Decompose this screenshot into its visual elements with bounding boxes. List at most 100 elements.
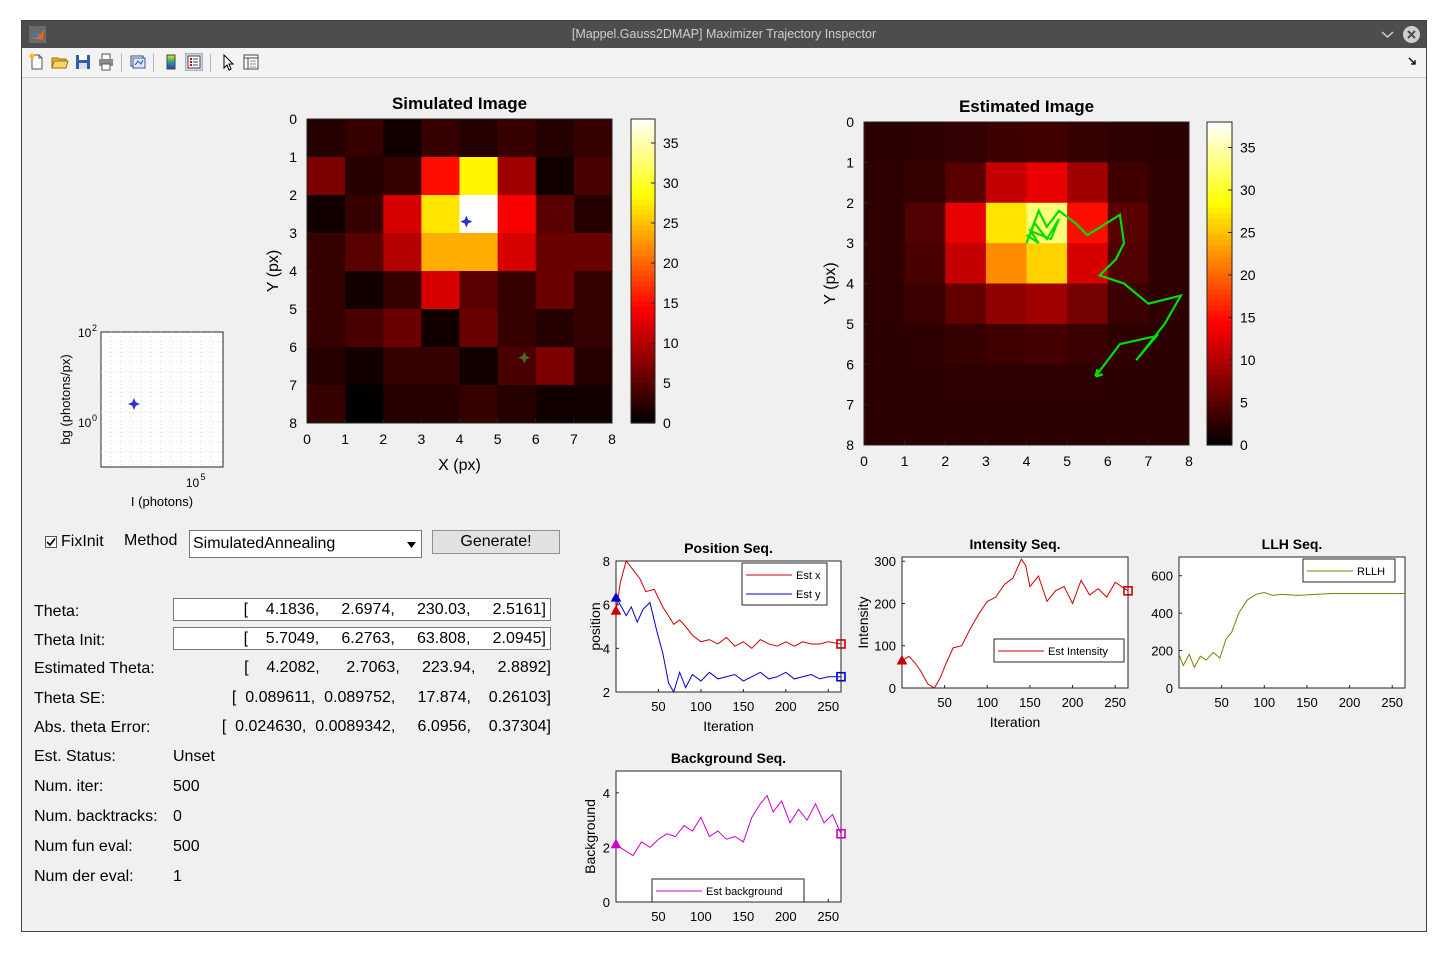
series-line (615, 794, 842, 857)
y-tick-label: 600 (1151, 569, 1173, 584)
trajectory-line (1025, 208, 1184, 378)
colorbar-tick-label: 5 (1240, 395, 1248, 411)
open-folder-icon[interactable] (51, 53, 69, 71)
x-tick-label: 4 (1023, 453, 1031, 469)
colorbar-tick-label: 10 (663, 335, 679, 351)
colorbar-segment (631, 311, 655, 318)
heatmap-cell (383, 233, 422, 272)
colorbar-segment (631, 144, 655, 150)
collapse-chevron-icon[interactable] (1378, 25, 1397, 44)
colorbar-segment (631, 250, 655, 257)
colorbar-segment (1207, 165, 1232, 172)
colorbar-segment (1207, 224, 1232, 231)
heatmap-cell (1107, 364, 1149, 406)
colorbar-segment (631, 149, 655, 156)
colorbar-tick-label: 5 (663, 375, 671, 391)
x-axis-label: Iteration (703, 718, 754, 734)
heatmap-cell (945, 364, 987, 406)
new-file-icon[interactable] (28, 53, 46, 71)
y-tick-label: 6 (846, 356, 854, 372)
y-tick-label: 1 (289, 149, 297, 165)
colorbar-segment (1207, 191, 1232, 198)
heatmap-cell (985, 202, 1027, 244)
heatmap-cell (535, 157, 575, 196)
llh-seq-group: LLH Seq. 50 100 150 200 250 0 200 400 600 RLLH (1151, 536, 1406, 710)
x-tick-label: 150 (733, 909, 755, 924)
chart-title: Intensity Seq. (969, 536, 1060, 552)
legend-icon[interactable] (185, 53, 203, 71)
marker-point (460, 215, 473, 228)
param-value-field[interactable]: [ 4.1836, 2.6974, 230.03, 2.5161] (173, 598, 551, 621)
param-value-field[interactable]: [ 5.7049, 6.2763, 63.808, 2.0945] (173, 627, 551, 650)
x-tick-label: 250 (1104, 695, 1126, 710)
method-select[interactable]: SimulatedAnnealing (189, 530, 422, 558)
heatmap-cell (383, 195, 422, 234)
colorbar-segment (1207, 175, 1232, 182)
heatmap-cell (345, 195, 384, 234)
print-icon[interactable] (97, 53, 115, 71)
generate-button[interactable]: Generate! (432, 530, 560, 554)
colorbar-icon[interactable] (162, 53, 180, 71)
colorbar-tick-label: 35 (663, 135, 679, 151)
start-marker (610, 605, 622, 615)
dropdown-arrow-icon (407, 542, 416, 548)
property-inspector-icon[interactable] (242, 53, 260, 71)
fixinit-label[interactable]: FixInit (61, 533, 104, 550)
pointer-icon[interactable] (219, 53, 237, 71)
colorbar-segment (631, 134, 655, 140)
heatmap-cell (421, 385, 460, 424)
heatmap-cell (945, 404, 987, 446)
colorbar-segment (631, 331, 655, 338)
colorbar-segment (1207, 186, 1232, 193)
heatmap-cell (345, 271, 384, 310)
chart-title: Estimated Image (959, 97, 1094, 116)
colorbar-segment (631, 260, 655, 267)
x-tick-label: 10 (186, 476, 200, 490)
dock-arrow-icon[interactable] (1407, 55, 1419, 67)
heatmap-cell (383, 271, 422, 310)
axes-frame (901, 556, 1129, 689)
colorbar-segment (631, 382, 655, 389)
heatmap-cell (1026, 404, 1068, 446)
colorbar-tick-label: 20 (663, 255, 679, 271)
colorbar-segment (1207, 337, 1232, 344)
param-value: [ 0.024630, 0.0089342, 6.0956, 0.37304] (221, 718, 551, 735)
legend-box (993, 638, 1125, 663)
fixinit-checkbox[interactable] (45, 536, 57, 548)
colorbar-segment (631, 276, 655, 282)
end-marker (836, 639, 846, 649)
colorbar-segment (631, 392, 655, 399)
save-icon[interactable] (74, 53, 92, 71)
heatmap-cell (864, 162, 906, 204)
y-tick-label: 0 (603, 895, 610, 910)
colorbar-segment (631, 362, 655, 368)
heatmap-cell (1026, 122, 1068, 163)
heatmap-cell (904, 364, 946, 406)
colorbar-segment (1207, 294, 1232, 301)
status-label: Num fun eval: (34, 838, 133, 855)
colorbar-segment (631, 205, 655, 211)
position-seq-group: Position Seq. 50 100 150 200 250 2 4 6 8 Iteration… (587, 540, 846, 734)
close-icon[interactable] (1402, 25, 1421, 44)
colorbar-tick-label: 35 (1240, 140, 1256, 156)
legend: Est x Est y (741, 562, 828, 606)
y-tick-label: 0 (889, 681, 896, 696)
heatmap-cell (1026, 243, 1068, 284)
heatmap-cell (985, 283, 1027, 325)
status-label: Num der eval: (34, 868, 134, 885)
colorbar-segment (1207, 256, 1232, 263)
colorbar-segment (631, 326, 655, 333)
y-tick-label: 4 (603, 786, 610, 801)
x-tick-label: 0 (860, 453, 868, 469)
legend: Est Intensity (993, 638, 1125, 663)
y-tick-label: 3 (846, 235, 854, 251)
link-plot-icon[interactable] (129, 53, 147, 71)
x-tick-label: 2 (941, 453, 949, 469)
y-tick-label: 200 (874, 596, 896, 611)
x-axis-label: X (px) (438, 457, 481, 474)
y-tick-label: 5 (846, 316, 854, 332)
toolbar-separator (121, 54, 122, 72)
param-label: Theta Init: (34, 632, 106, 649)
y-tick-label: 200 (1151, 644, 1173, 659)
colorbar-segment (631, 174, 655, 181)
